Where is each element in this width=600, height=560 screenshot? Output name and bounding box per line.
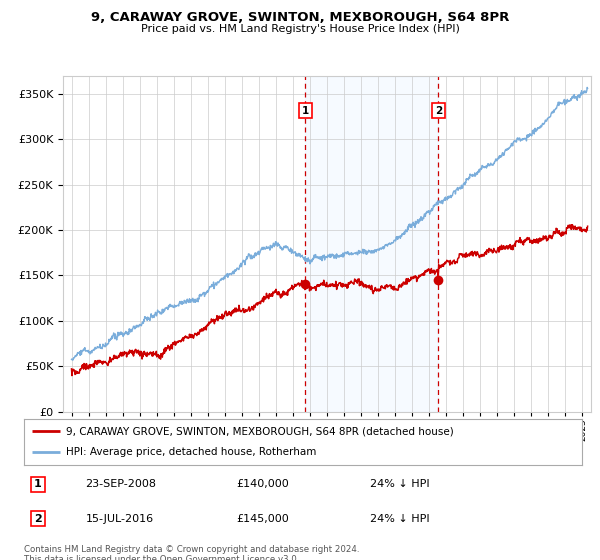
Text: £145,000: £145,000 <box>236 514 289 524</box>
Text: 1: 1 <box>34 479 42 489</box>
Text: HPI: Average price, detached house, Rotherham: HPI: Average price, detached house, Roth… <box>66 447 316 458</box>
Text: 15-JUL-2016: 15-JUL-2016 <box>85 514 154 524</box>
Text: Contains HM Land Registry data © Crown copyright and database right 2024.
This d: Contains HM Land Registry data © Crown c… <box>24 545 359 560</box>
Text: 23-SEP-2008: 23-SEP-2008 <box>85 479 157 489</box>
Text: 24% ↓ HPI: 24% ↓ HPI <box>370 514 430 524</box>
Text: Price paid vs. HM Land Registry's House Price Index (HPI): Price paid vs. HM Land Registry's House … <box>140 24 460 34</box>
Text: 2: 2 <box>34 514 42 524</box>
Text: 24% ↓ HPI: 24% ↓ HPI <box>370 479 430 489</box>
Text: 9, CARAWAY GROVE, SWINTON, MEXBOROUGH, S64 8PR: 9, CARAWAY GROVE, SWINTON, MEXBOROUGH, S… <box>91 11 509 24</box>
Text: 2: 2 <box>435 106 442 116</box>
Bar <box>305 76 439 412</box>
Text: £140,000: £140,000 <box>236 479 289 489</box>
Text: 9, CARAWAY GROVE, SWINTON, MEXBOROUGH, S64 8PR (detached house): 9, CARAWAY GROVE, SWINTON, MEXBOROUGH, S… <box>66 426 454 436</box>
Text: 1: 1 <box>302 106 309 116</box>
